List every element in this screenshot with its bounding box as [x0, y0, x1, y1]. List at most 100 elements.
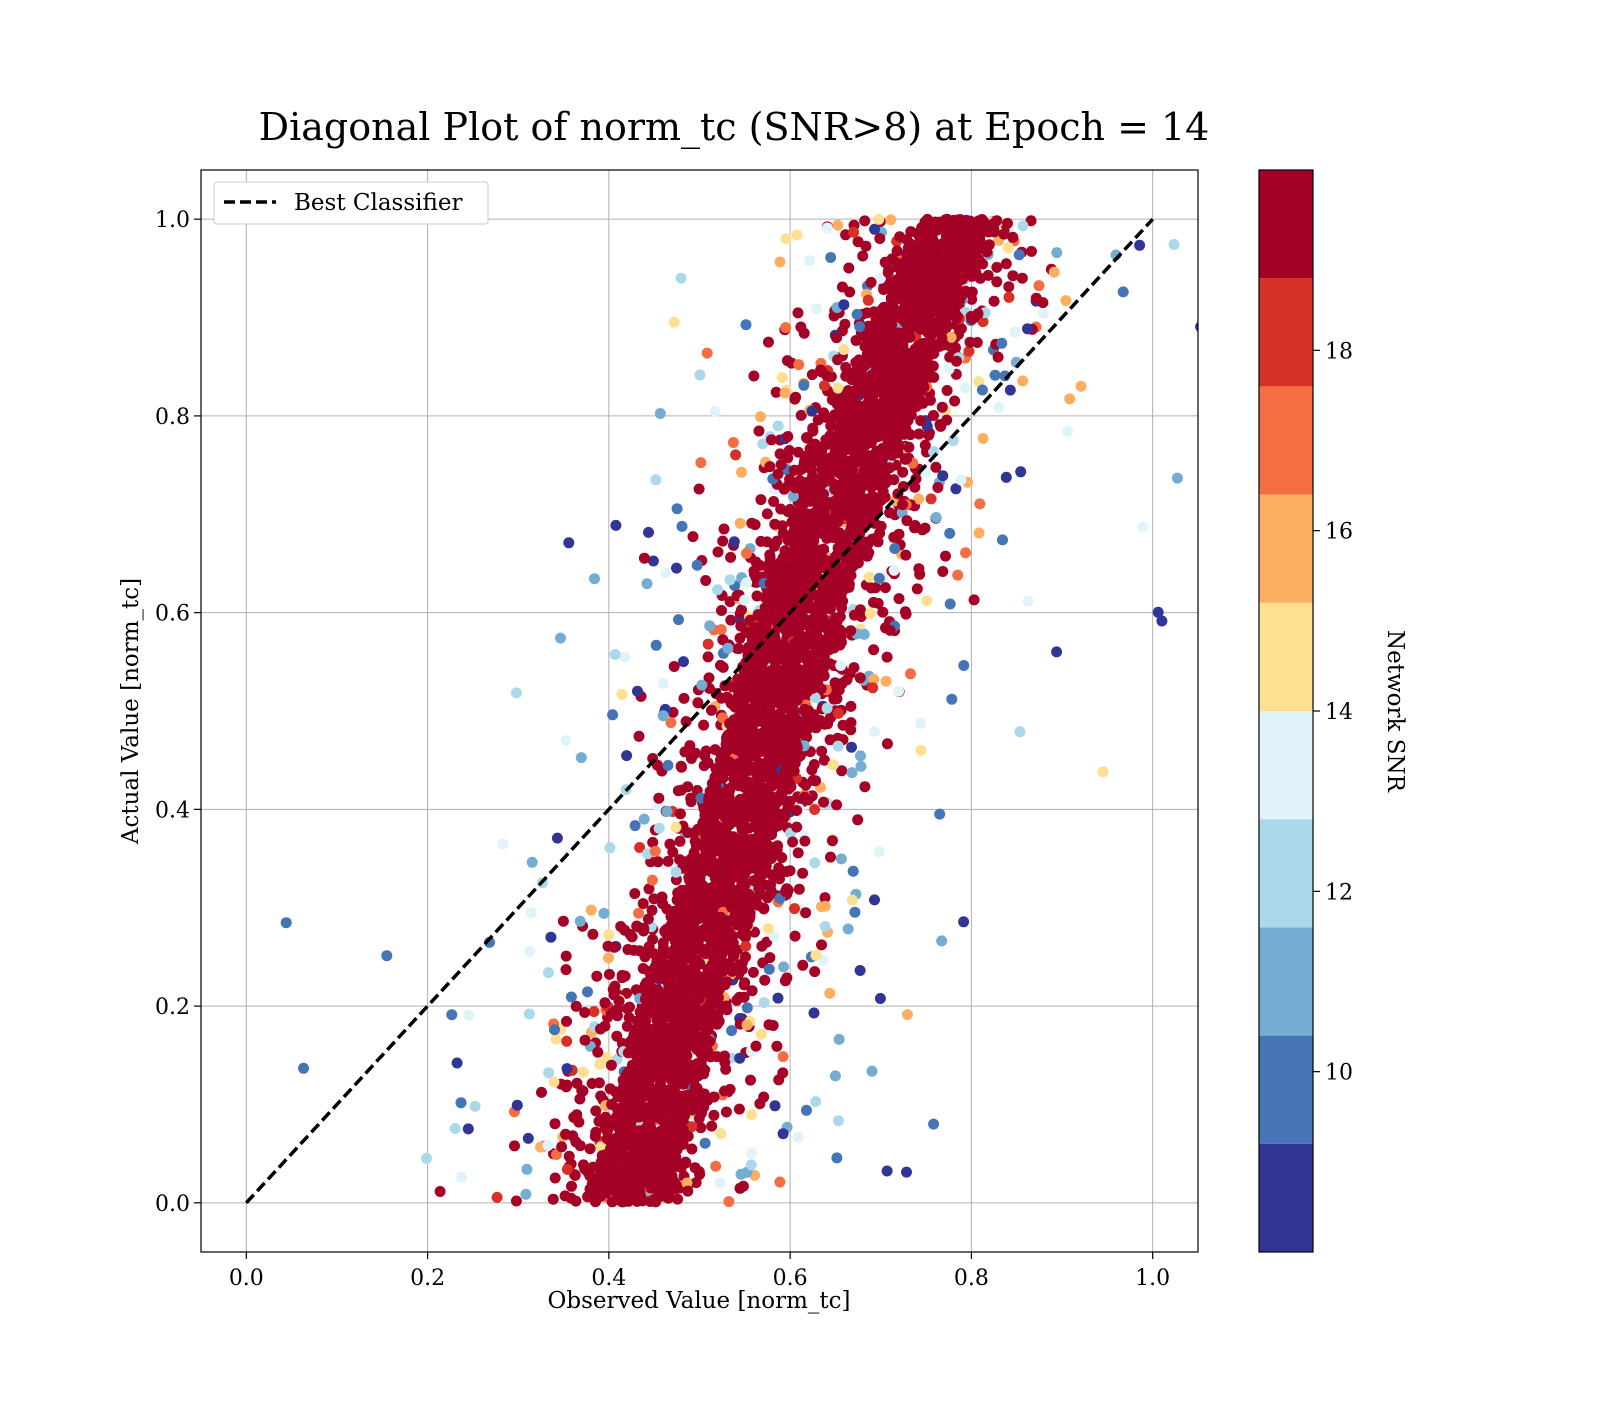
scatter-point [543, 967, 554, 978]
scatter-point [684, 983, 695, 994]
scatter-point [627, 1156, 638, 1167]
scatter-point [916, 234, 927, 245]
scatter-point [741, 577, 752, 588]
scatter-point [587, 1078, 598, 1089]
scatter-point [712, 769, 723, 780]
scatter-point [509, 1140, 520, 1151]
scatter-point [899, 372, 910, 383]
scatter-point [972, 337, 983, 348]
scatter-point [740, 941, 751, 952]
scatter-point [670, 822, 681, 833]
scatter-point [768, 608, 779, 619]
scatter-point [807, 471, 818, 482]
scatter-point [833, 741, 844, 752]
scatter-point [810, 1096, 821, 1107]
scatter-point [921, 595, 932, 606]
scatter-point [827, 835, 838, 846]
scatter-point [635, 1006, 646, 1017]
scatter-point [595, 1024, 606, 1035]
scatter-point [1051, 646, 1062, 657]
scatter-point [768, 1020, 779, 1031]
scatter-point [838, 476, 849, 487]
scatter-point [463, 1010, 474, 1021]
scatter-point [754, 691, 765, 702]
scatter-point [909, 399, 920, 410]
scatter-point [799, 836, 810, 847]
scatter-point [1236, 227, 1247, 238]
scatter-point [825, 252, 836, 263]
scatter-point [628, 945, 639, 956]
scatter-point [1134, 240, 1145, 251]
scatter-point [819, 380, 830, 391]
scatter-point [828, 592, 839, 603]
scatter-point [800, 562, 811, 573]
scatter-point [520, 1189, 531, 1200]
scatter-point [828, 759, 839, 770]
scatter-point [666, 911, 677, 922]
scatter-point [575, 1140, 586, 1151]
scatter-point [808, 677, 819, 688]
scatter-point [642, 578, 653, 589]
scatter-point [682, 827, 693, 838]
scatter-point [889, 565, 900, 576]
scatter-point [928, 1119, 939, 1130]
scatter-point [770, 712, 781, 723]
scatter-point [1118, 286, 1129, 297]
scatter-point [643, 527, 654, 538]
scatter-point [721, 736, 732, 747]
scatter-point [918, 343, 929, 354]
scatter-point [613, 1090, 624, 1101]
scatter-point [625, 929, 636, 940]
scatter-point [813, 415, 824, 426]
scatter-point [888, 305, 899, 316]
scatter-point [748, 967, 759, 978]
scatter-point [759, 859, 770, 870]
scatter-point [869, 726, 880, 737]
scatter-point [855, 672, 866, 683]
scatter-point [617, 1146, 628, 1157]
scatter-point [801, 1105, 812, 1116]
scatter-point [1007, 270, 1018, 281]
scatter-point [824, 473, 835, 484]
scatter-point [673, 785, 684, 796]
scatter-point [702, 348, 713, 359]
scatter-point [844, 372, 855, 383]
scatter-point [809, 1008, 820, 1019]
scatter-point [852, 814, 863, 825]
scatter-point [604, 842, 615, 853]
scatter-point [736, 467, 747, 478]
scatter-point [699, 760, 710, 771]
scatter-point [556, 1141, 567, 1152]
scatter-point [856, 761, 867, 772]
scatter-point [745, 678, 756, 689]
scatter-point [1076, 381, 1087, 392]
scatter-point [1169, 239, 1180, 250]
scatter-point [1014, 726, 1025, 737]
scatter-point [463, 1123, 474, 1134]
scatter-point [991, 262, 1002, 273]
scatter-point [884, 507, 895, 518]
scatter-point [835, 660, 846, 671]
scatter-point [951, 356, 962, 367]
scatter-point [633, 908, 644, 919]
scatter-point [787, 837, 798, 848]
scatter-point [381, 950, 392, 961]
scatter-point [960, 286, 971, 297]
scatter-point [953, 218, 964, 229]
scatter-point [847, 767, 858, 778]
scatter-point [849, 907, 860, 918]
scatter-point [654, 823, 665, 834]
scatter-point [810, 775, 821, 786]
scatter-point [757, 650, 768, 661]
scatter-point [741, 665, 752, 676]
scatter-point [885, 214, 896, 225]
scatter-point [748, 790, 759, 801]
scatter-point [635, 1082, 646, 1093]
scatter-point [973, 218, 984, 229]
scatter-point [932, 482, 943, 493]
scatter-point [703, 639, 714, 650]
scatter-point [958, 916, 969, 927]
scatter-point [710, 406, 721, 417]
scatter-point [919, 357, 930, 368]
